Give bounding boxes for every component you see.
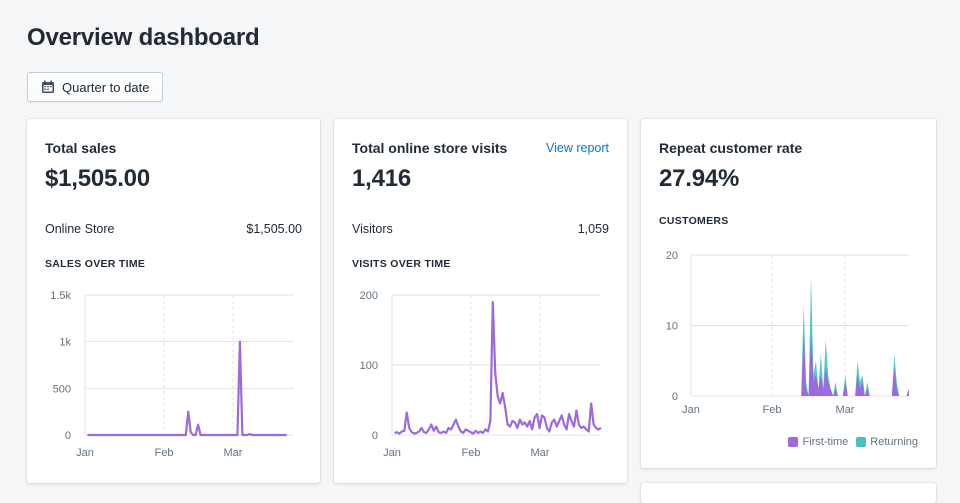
legend-item-first-time: First-time [788,436,848,448]
y-tick-label: 1k [59,337,71,349]
y-tick-label: 10 [666,321,678,333]
legend-label: Returning [870,436,918,448]
total-sales-value: $1,505.00 [45,165,150,192]
y-tick-label: 0 [672,391,678,403]
sales-over-time-chart: 0 500 1k 1.5k Jan Feb Mar [50,290,294,459]
date-range-button[interactable]: Quarter to date [27,72,163,102]
customers-chart: 0 10 20 Jan Feb Mar [666,250,909,416]
online-store-visits-value: 1,416 [352,165,412,192]
x-tick-label: Feb [462,447,481,459]
legend-swatch [788,437,799,447]
repeat-customer-rate-value: 27.94% [659,165,740,192]
chart-section-label: VISITS OVER TIME [352,258,451,270]
x-tick-label: Feb [155,447,174,459]
y-tick-label: 1.5k [50,290,71,302]
x-tick-label: Mar [531,447,550,459]
repeat-customer-rate-card: Repeat customer rate 27.94% CUSTOMERS 0 1… [641,119,936,468]
y-tick-label: 500 [53,383,71,395]
series-area-first-time [691,332,909,396]
x-tick-label: Feb [763,404,782,416]
breakdown-label: Visitors [352,222,393,236]
card-title: Repeat customer rate [659,140,803,156]
y-tick-label: 0 [65,430,71,442]
breakdown-label: Online Store [45,222,115,236]
legend-swatch [856,437,867,447]
date-range-label: Quarter to date [62,79,150,95]
chart-legend: First-time Returning [780,436,918,448]
breakdown-value: $1,505.00 [246,222,302,236]
y-tick-label: 200 [360,290,378,302]
chart-section-label: CUSTOMERS [659,215,729,227]
card-title: Total sales [45,140,117,156]
y-tick-label: 100 [360,360,378,372]
visits-over-time-chart: 0 100 200 Jan Feb Mar [360,290,602,459]
series-line [87,340,287,437]
legend-item-returning: Returning [856,436,918,448]
card-title: Total online store visits [352,140,508,156]
series-line [394,300,602,435]
page-title: Overview dashboard [27,24,260,51]
chart-section-label: SALES OVER TIME [45,258,146,270]
series-area-returning [691,276,909,396]
next-card-peek [641,483,936,503]
x-tick-label: Mar [836,404,855,416]
view-report-link[interactable]: View report [546,141,609,155]
breakdown-value: 1,059 [577,222,609,236]
x-tick-label: Jan [682,404,700,416]
legend-label: First-time [802,436,849,448]
calendar-icon [41,80,55,94]
total-sales-card: Total sales $1,505.00 Online Store $1,50… [27,119,320,483]
x-tick-label: Jan [76,447,94,459]
y-tick-label: 0 [372,430,378,442]
x-tick-label: Mar [224,447,243,459]
y-tick-label: 20 [666,250,678,262]
online-store-visits-card: Total online store visits View report 1,… [334,119,627,483]
x-tick-label: Jan [383,447,401,459]
